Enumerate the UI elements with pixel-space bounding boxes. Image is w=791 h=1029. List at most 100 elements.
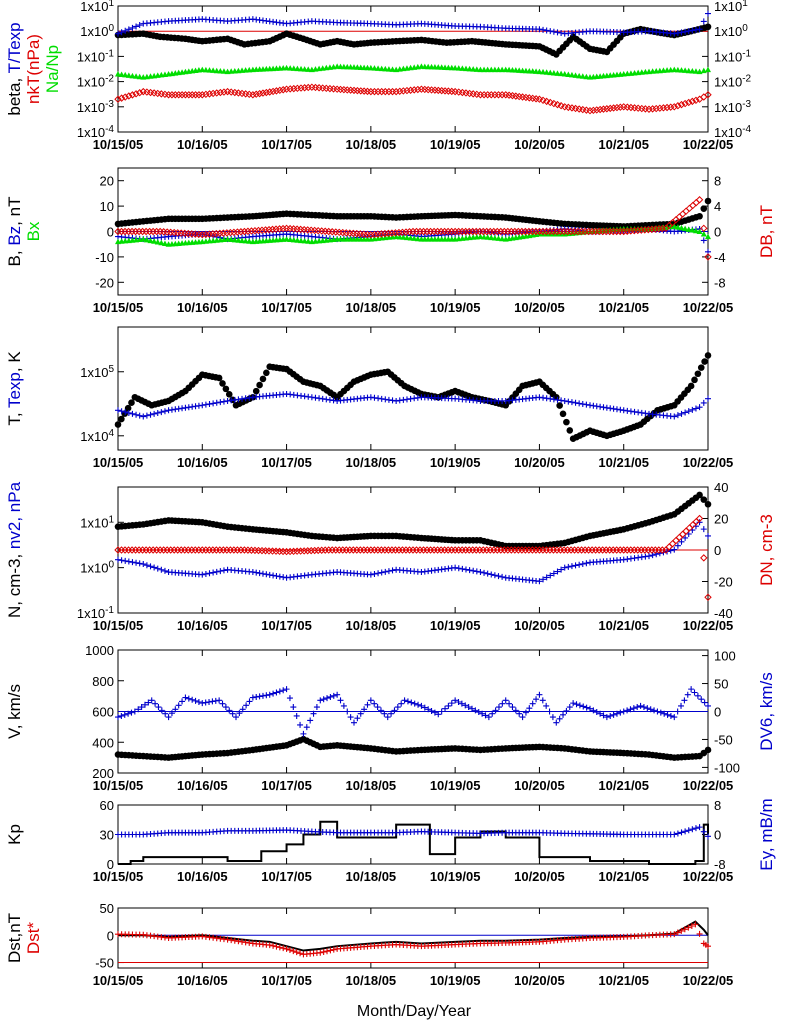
tick-label: 20 [714,512,728,527]
x-tick-label: 10/15/05 [93,973,144,988]
data-point [280,574,287,581]
data-point [125,92,133,100]
data-point [462,702,469,709]
data-point [242,237,249,244]
tick-label: -4 [714,250,726,265]
tick-label: 0 [107,857,114,872]
data-point [681,697,688,704]
data-point [671,546,678,553]
data-point [613,103,621,112]
y-axis-label: Dst* [24,922,43,955]
y-axis-label: Dst,nT [5,913,24,963]
data-point [375,570,382,577]
data-point [499,235,506,242]
data-point [558,566,565,573]
data-point [565,398,572,405]
x-tick-label: 10/15/05 [93,869,144,884]
data-point [403,86,411,95]
data-point [405,228,414,236]
data-point [406,86,415,94]
data-point [547,572,554,579]
data-point [129,72,136,79]
data-point [700,526,707,533]
data-point [147,563,154,570]
series-v [114,735,712,761]
data-point [294,237,301,243]
data-point [560,711,567,718]
data-point [367,230,375,239]
data-point [270,942,277,949]
data-point [252,387,260,395]
data-point [219,229,228,237]
data-point [700,554,708,562]
data-point [682,67,689,73]
tick-label: -20 [95,275,114,290]
data-point [283,236,290,242]
data-point [550,28,557,35]
data-point [374,230,382,238]
data-point [704,253,712,261]
data-point [543,702,550,709]
series-nkt-npa- [114,83,712,115]
data-point [634,226,642,235]
data-point [395,228,403,237]
data-point [128,709,135,716]
data-point [700,237,707,244]
data-point [351,719,357,726]
data-point [687,382,695,390]
data-point [704,23,712,31]
data-point [152,700,159,707]
data-point [140,413,147,420]
data-point [320,696,327,703]
data-point [685,408,692,415]
data-point [428,707,435,714]
data-point [462,566,469,573]
data-point [659,104,668,112]
data-point [543,574,550,581]
data-point [224,236,231,242]
data-point [554,70,561,76]
data-point [438,708,445,715]
data-point [661,710,668,717]
data-point [696,519,703,526]
data-point [121,711,128,718]
data-point [550,69,557,76]
tick-label: -8 [714,857,726,872]
data-point [692,26,699,33]
data-point [576,72,583,79]
data-point [481,233,488,240]
data-point [290,236,297,243]
data-point [273,943,280,950]
data-point [700,224,708,233]
data-point [679,210,687,218]
data-point [455,698,462,705]
data-point [162,710,169,717]
tick-label: 60 [100,798,114,813]
data-point [466,567,473,574]
data-point [651,707,658,714]
x-tick-label: 10/18/05 [346,778,397,793]
x-tick-label: 10/17/05 [261,778,312,793]
data-point [689,227,696,233]
data-point [646,553,652,560]
data-point [398,228,407,237]
data-point [576,561,583,568]
x-tick-label: 10/18/05 [346,618,397,633]
data-point [212,229,221,238]
data-point [252,90,260,98]
data-point [129,559,136,566]
data-point [118,71,125,77]
data-point [320,948,327,955]
data-point [689,68,696,74]
tick-label: 600 [92,705,114,720]
x-tick-label: 10/22/05 [683,869,734,884]
data-point [276,573,283,580]
data-point [572,72,579,78]
data-point [202,90,210,99]
data-point [465,704,472,711]
data-point [705,532,711,539]
data-point [175,702,182,709]
data-point [367,571,374,578]
panel-beta: 10/15/05 10/16/05 10/17/05 10/18/05 10/19/05… [5,0,752,152]
data-point [696,930,703,937]
